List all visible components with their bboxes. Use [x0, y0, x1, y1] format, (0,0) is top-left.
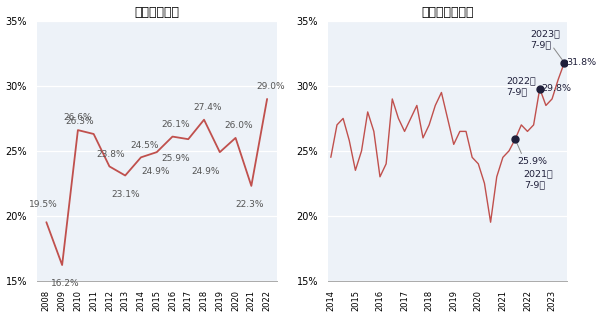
Text: 26.6%: 26.6%: [64, 113, 92, 122]
Text: 2021年
7-9月: 2021年 7-9月: [524, 169, 553, 189]
Text: 31.8%: 31.8%: [566, 58, 597, 67]
Text: 19.5%: 19.5%: [29, 200, 58, 209]
Text: 25.9%: 25.9%: [518, 158, 548, 166]
Title: 『年度推移』: 『年度推移』: [134, 6, 179, 19]
Text: 2023年
7-9月: 2023年 7-9月: [530, 29, 560, 49]
Text: 24.5%: 24.5%: [130, 140, 158, 150]
Title: 『四半期推移』: 『四半期推移』: [421, 6, 474, 19]
Text: 26.1%: 26.1%: [161, 120, 190, 129]
Text: 26.3%: 26.3%: [65, 117, 94, 126]
Text: 22.3%: 22.3%: [235, 200, 264, 209]
Text: 16.2%: 16.2%: [51, 279, 79, 288]
Text: 27.4%: 27.4%: [193, 103, 222, 112]
Text: 25.9%: 25.9%: [161, 153, 190, 163]
Text: 23.1%: 23.1%: [111, 190, 140, 199]
Text: 29.8%: 29.8%: [542, 84, 571, 93]
Text: 24.9%: 24.9%: [141, 166, 169, 176]
Text: 24.9%: 24.9%: [191, 166, 220, 176]
Text: 23.8%: 23.8%: [97, 150, 125, 158]
Text: 26.0%: 26.0%: [225, 121, 253, 130]
Text: 2022年
7-9月: 2022年 7-9月: [506, 76, 536, 96]
Text: 29.0%: 29.0%: [256, 82, 285, 91]
